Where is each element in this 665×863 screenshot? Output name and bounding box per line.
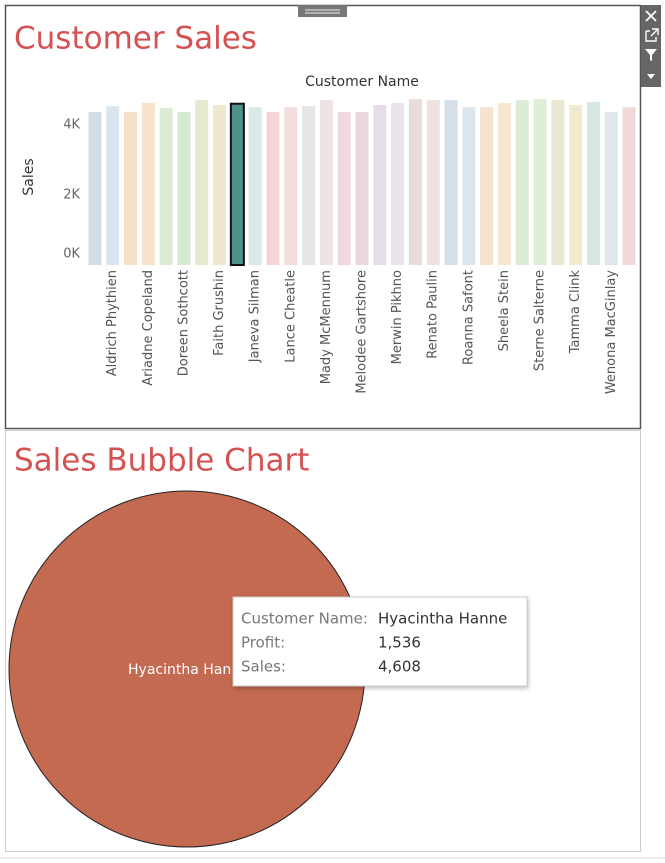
bar: [319, 100, 333, 266]
tooltip: Customer Name: Hyacintha Hanne Profit: 1,53…: [232, 596, 528, 687]
bar: [124, 112, 138, 265]
x-tick-label: Sheela Stein: [497, 270, 512, 351]
menu-icon[interactable]: [647, 74, 655, 79]
bar: [515, 100, 529, 266]
bubble-plot: Hyacintha Hanne: [8, 490, 366, 848]
bar: [337, 112, 351, 265]
x-tick-label: Wenona MacGinlay: [604, 270, 619, 394]
x-tick-label: Faith Grushin: [212, 270, 227, 356]
x-tick-label: Aldrich Phythien: [105, 270, 120, 376]
tooltip-label: Profit:: [241, 634, 285, 652]
x-tick-label: Renato Paulin: [426, 270, 441, 359]
tooltip-value: 1,536: [378, 634, 421, 652]
bar: [195, 100, 209, 266]
filter-icon[interactable]: [645, 49, 657, 61]
bar: [284, 107, 298, 266]
close-icon[interactable]: [645, 10, 657, 22]
toolbar: [641, 5, 661, 87]
bar: [302, 106, 316, 265]
bar: [229, 102, 245, 266]
chart-title: Sales Bubble Chart: [14, 443, 309, 479]
bar: [106, 106, 120, 265]
tooltip-value: 4,608: [378, 658, 421, 676]
bar: [533, 99, 547, 265]
bar: [177, 112, 191, 265]
bar: [355, 112, 369, 265]
bar-plot: 0K 2K 4K Aldrich Phythien Ariadne Copeland Do…: [63, 99, 636, 394]
bubble-label: Hyacintha Hanne: [128, 662, 249, 678]
y-axis-title: Sales: [21, 158, 37, 195]
popout-icon[interactable]: [645, 28, 659, 42]
tooltip-value: Hyacintha Hanne: [378, 610, 507, 628]
bar: [248, 107, 262, 266]
tooltip-label: Customer Name:: [241, 610, 368, 628]
bar: [159, 107, 173, 265]
bar: [408, 99, 422, 265]
bar: [391, 102, 405, 265]
x-tick-label: Melodee Gartshore: [355, 270, 370, 394]
x-tick-label: Roanna Safont: [461, 270, 476, 365]
x-tick-label: Merwin Pikhno: [390, 270, 405, 364]
bar: [213, 105, 227, 265]
x-tick-label: Mady McMennum: [319, 270, 334, 384]
bar: [373, 105, 387, 265]
bar: [569, 105, 583, 265]
bar: [586, 101, 600, 266]
x-tick-label: Janeva Silman: [248, 270, 263, 363]
y-tick-label: 0K: [63, 247, 80, 262]
x-tick-label: Ariadne Copeland: [141, 270, 156, 386]
chart-title: Customer Sales: [14, 21, 257, 57]
bar: [266, 112, 280, 265]
x-tick-label: Tamma Clink: [568, 270, 583, 355]
bar: [444, 100, 458, 266]
tooltip-box: [232, 596, 528, 687]
bar: [480, 107, 494, 266]
drag-handle[interactable]: [298, 5, 347, 17]
x-tick-label: Sterne Salterne: [533, 270, 548, 371]
x-tick-label: Doreen Sothcott: [176, 270, 191, 376]
bar: [622, 107, 636, 266]
y-tick-label: 4K: [63, 118, 80, 133]
tooltip-label: Sales:: [241, 658, 286, 676]
bar: [604, 112, 618, 265]
bar: [462, 107, 476, 266]
x-tick-label: Lance Cheatle: [283, 270, 298, 363]
bar: [551, 100, 565, 266]
bar: [88, 112, 102, 265]
bar: [141, 102, 155, 265]
y-tick-label: 2K: [63, 188, 80, 203]
bar: [426, 100, 440, 266]
x-axis-title: Customer Name: [305, 74, 419, 90]
bar: [497, 102, 511, 265]
